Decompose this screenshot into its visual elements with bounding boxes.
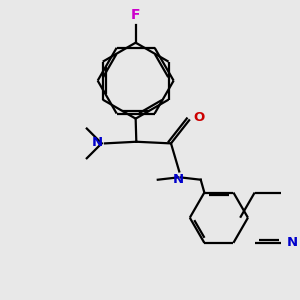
Text: N: N bbox=[92, 136, 103, 149]
Text: O: O bbox=[193, 111, 204, 124]
Text: F: F bbox=[131, 8, 140, 22]
Text: N: N bbox=[173, 173, 184, 186]
Text: N: N bbox=[287, 236, 298, 249]
